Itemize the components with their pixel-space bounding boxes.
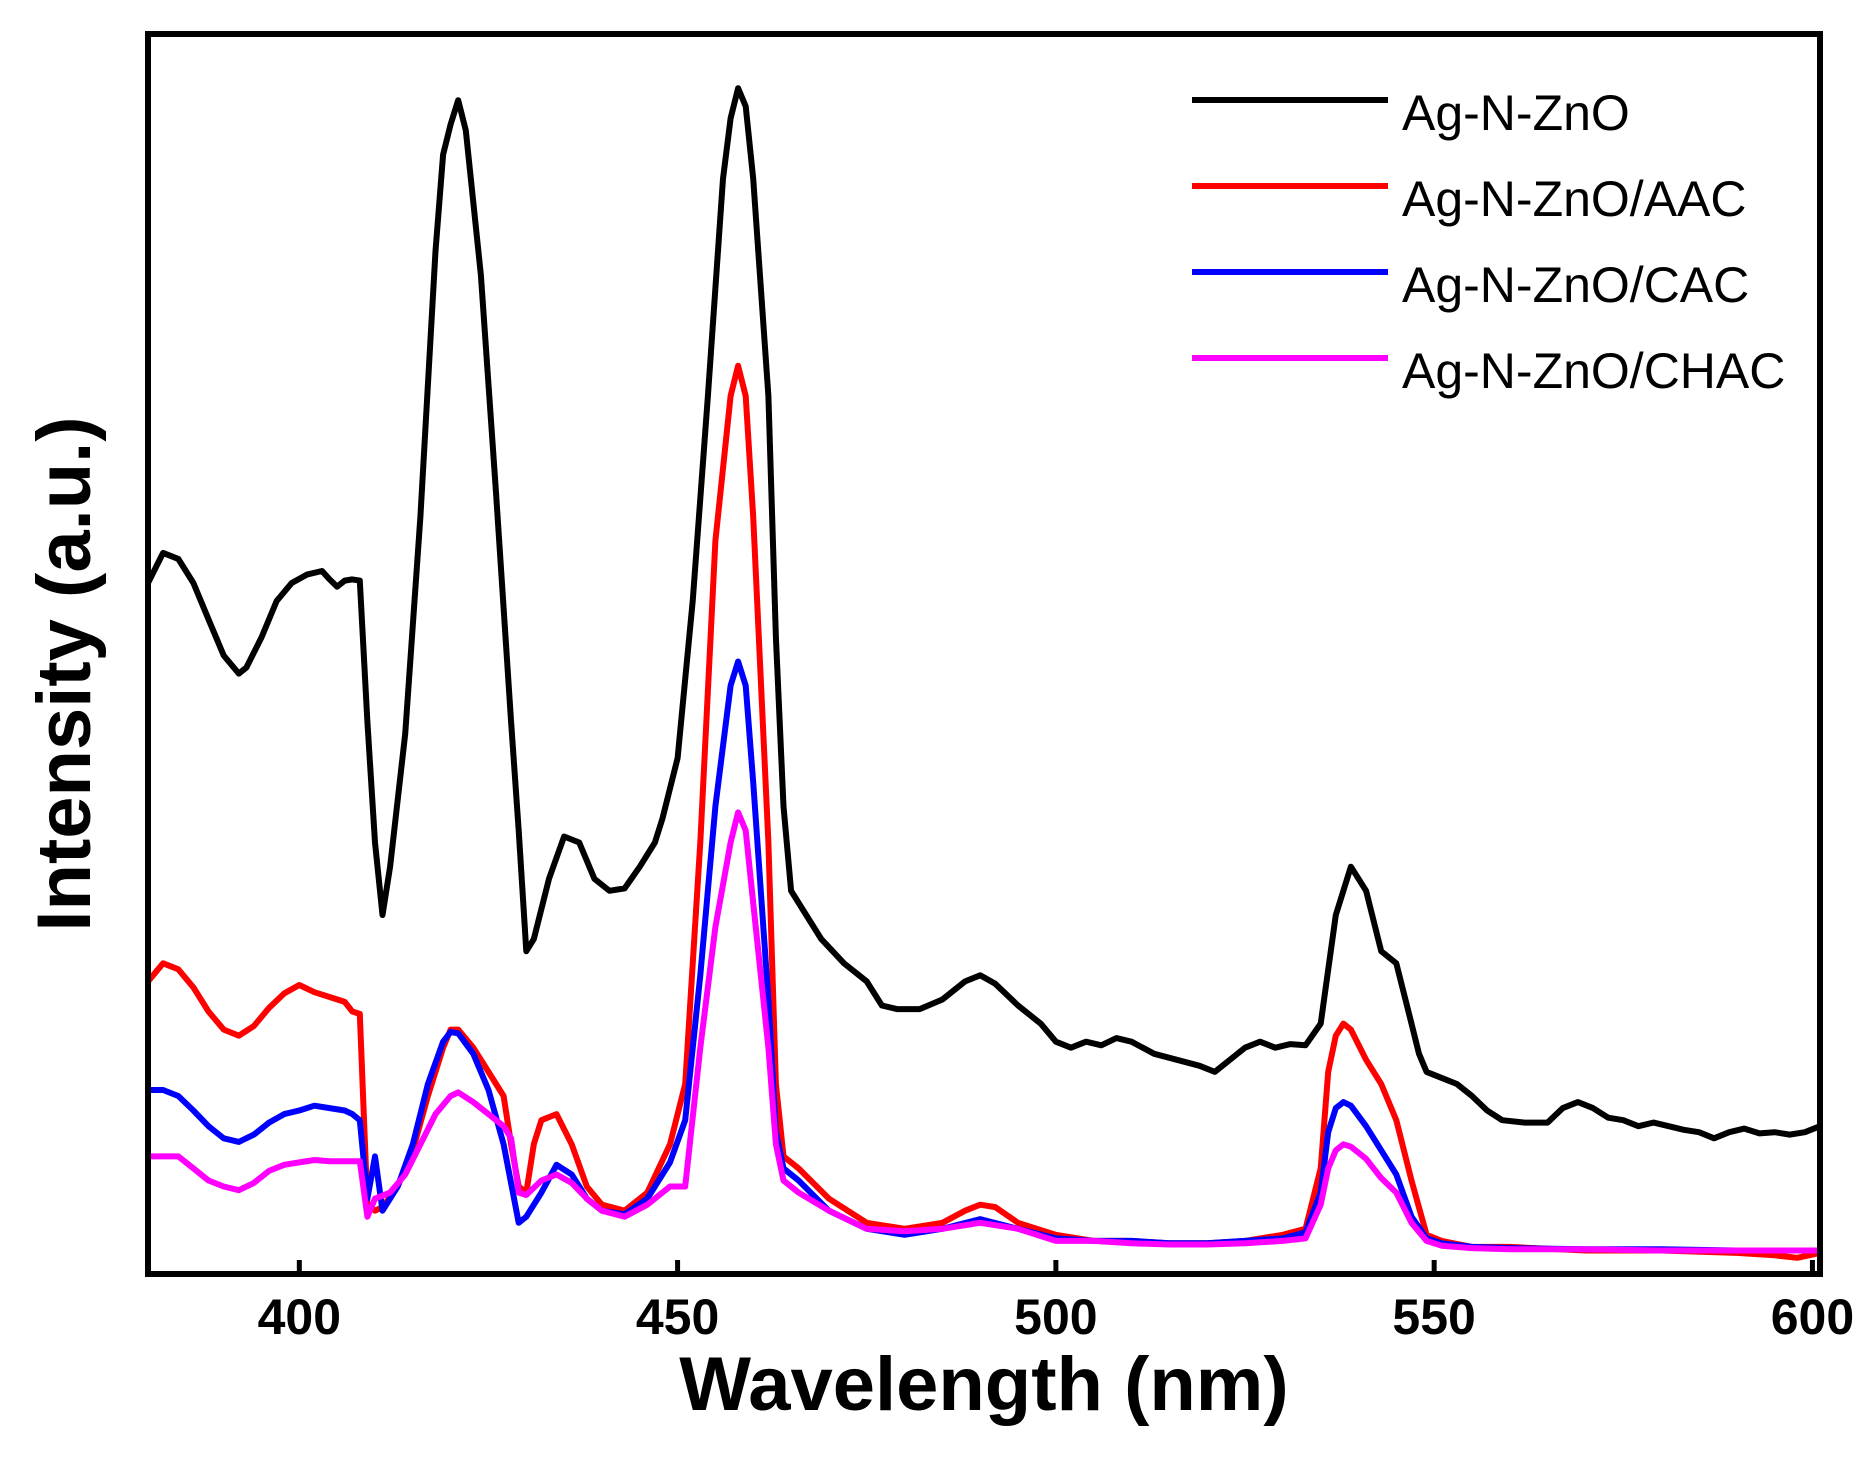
series-line-ag-n-zno-aac <box>145 362 1821 1261</box>
series-layer <box>145 85 1822 1261</box>
series-line-ag-n-zno-chac <box>148 809 1820 1254</box>
plot-frame <box>145 31 1823 1277</box>
legend: Ag-N-ZnO Ag-N-ZnO/AAC Ag-N-ZnO/CAC Ag-N-ZnO… <box>1192 85 1785 399</box>
legend-label-ag-n-zno: Ag-N-ZnO <box>1402 85 1630 141</box>
legend-label-ag-n-zno-chac: Ag-N-ZnO/CHAC <box>1402 343 1785 399</box>
x-tick-label-500: 500 <box>1014 1289 1097 1345</box>
legend-label-ag-n-zno-aac: Ag-N-ZnO/AAC <box>1402 171 1747 227</box>
x-axis-ticks: 400 450 500 550 600 <box>258 1260 1854 1345</box>
legend-label-ag-n-zno-cac: Ag-N-ZnO/CAC <box>1402 257 1749 313</box>
x-tick-label-400: 400 <box>258 1289 341 1345</box>
x-tick-label-550: 550 <box>1392 1289 1475 1345</box>
x-tick-label-600: 600 <box>1771 1289 1854 1345</box>
series-line-ag-n-zno-cac <box>148 658 1820 1254</box>
series-line-ag-n-zno <box>145 85 1822 1142</box>
x-tick-label-450: 450 <box>636 1289 719 1345</box>
y-axis-title: Intensity (a.u.) <box>22 416 107 931</box>
x-axis-title: Wavelength (nm) <box>679 1342 1288 1427</box>
